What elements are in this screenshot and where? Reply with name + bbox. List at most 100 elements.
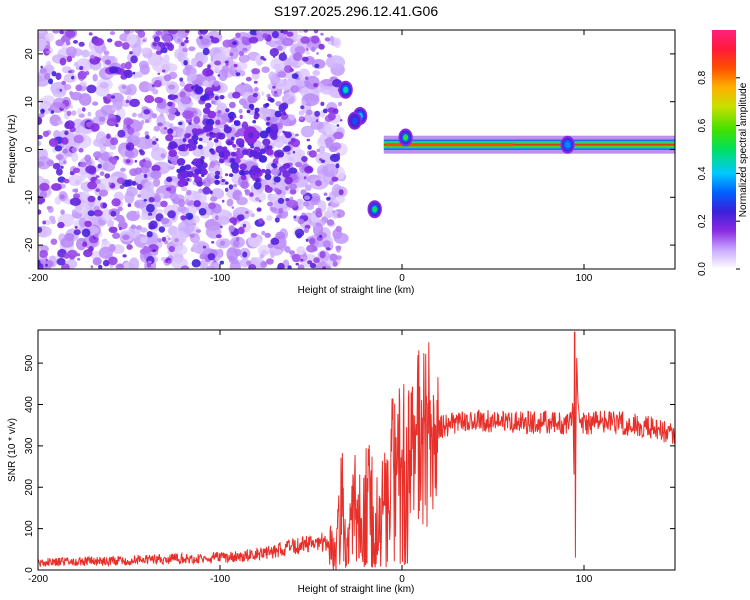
spectrogram-noise-blob: [56, 120, 64, 125]
spectrogram-noise-blob: [271, 163, 276, 167]
spectrogram-noise-blob: [165, 134, 174, 142]
spectrogram-noise-blob: [103, 50, 110, 56]
spectrogram-noise-blob: [122, 234, 130, 240]
spectrogram-noise-blob: [237, 226, 245, 235]
spectrogram-noise-blob: [152, 249, 156, 252]
spectrogram-noise-blob: [266, 258, 274, 265]
spectrogram-noise-blob: [90, 54, 95, 59]
spectrogram-noise-blob: [188, 147, 193, 152]
snr-series-line: [38, 331, 675, 570]
spectrogram-noise-blob: [248, 36, 259, 44]
spectrogram-noise-blob: [140, 227, 148, 233]
spectrogram-noise-blob: [118, 217, 126, 224]
spectrogram-noise-blob: [288, 250, 295, 255]
spectrogram-noise-blob: [137, 194, 142, 198]
spectrogram-noise-blob: [204, 123, 214, 132]
spectrogram-noise-blob: [235, 32, 241, 38]
spectrogram-noise-blob: [303, 176, 307, 180]
spectrogram-noise-blob: [253, 80, 258, 84]
spectrogram-noise-blob: [267, 201, 273, 207]
spectrogram-noise-blob: [300, 36, 311, 44]
spectrogram-noise-blob: [270, 168, 280, 176]
spectrogram-noise-blob: [241, 121, 249, 130]
spectrogram-noise-blob: [239, 114, 243, 119]
spectrogram-noise-blob: [126, 33, 137, 45]
spectrogram-noise-blob: [66, 55, 73, 63]
spectrogram-noise-blob: [191, 134, 199, 142]
spectrogram-noise-blob: [241, 36, 247, 41]
spectrogram-noise-blob: [180, 96, 192, 105]
spectrogram-noise-blob: [168, 237, 171, 241]
spectrogram-noise-blob: [251, 68, 260, 75]
spectrogram-noise-blob: [77, 108, 82, 115]
spectrogram-noise-blob: [266, 116, 271, 121]
spectrogram-noise-blob: [132, 71, 136, 75]
spectrogram-noise-blob: [244, 189, 249, 193]
spectrogram-noise-blob: [223, 155, 229, 160]
spectrogram-noise-blob: [143, 109, 151, 115]
spectrogram-noise-blob: [306, 109, 313, 116]
spectrogram-noise-blob: [248, 209, 253, 216]
spectrogram-noise-blob: [189, 233, 196, 238]
spectrogram-noise-blob: [108, 256, 118, 266]
spectrogram-noise-blob: [160, 217, 170, 225]
spectrogram-noise-blob: [40, 65, 43, 69]
spectrogram-noise-blob: [79, 80, 87, 87]
spectrogram-noise-blob: [126, 244, 133, 250]
spectrogram-noise-blob: [107, 38, 113, 43]
spectrogram-noise-blob: [194, 168, 201, 175]
spectrogram-noise-blob: [97, 195, 102, 201]
spectrogram-noise-blob: [276, 79, 288, 88]
spectrogram-noise-blob: [71, 152, 79, 162]
spectrogram-heatmap: [38, 30, 675, 269]
spectrogram-noise-blob: [76, 253, 81, 257]
spectrogram-noise-blob: [219, 95, 225, 100]
spectrogram-noise-blob: [335, 163, 340, 169]
spectrogram-noise-blob: [168, 84, 176, 90]
spectrogram-noise-blob: [201, 162, 208, 169]
snr-panel: -200 -100 0 100 0 100 200 300 400 500 Height of …: [7, 329, 676, 595]
spectrogram-noise-blob: [217, 74, 221, 77]
spectrogram-noise-blob: [102, 202, 107, 209]
spectrogram-noise-blob: [306, 48, 309, 51]
spectrogram-x-ticks: -200 -100 0 100: [28, 30, 593, 284]
spectrogram-noise-blob: [151, 164, 161, 172]
y-tick-label: 0: [24, 567, 35, 573]
spectrogram-noise-blob: [322, 266, 327, 269]
spectrogram-noise-blob: [319, 251, 326, 259]
spectrogram-noise-blob: [188, 122, 192, 125]
spectrogram-noise-blob: [284, 246, 291, 253]
spectrogram-noise-blob: [157, 72, 161, 76]
spectrogram-noise-blob: [239, 194, 243, 199]
spectrogram-noise-blob: [204, 87, 214, 96]
spectrogram-noise-blob: [93, 209, 103, 217]
spectrogram-noise-blob: [249, 264, 256, 269]
spectrogram-noise-blob: [262, 33, 268, 39]
spectrogram-noise-blob: [235, 72, 241, 76]
spectrogram-noise-blob: [38, 140, 42, 147]
spectrogram-noise-blob: [152, 136, 157, 142]
spectrogram-noise-blob: [82, 242, 88, 247]
spectrogram-noise-blob: [206, 132, 210, 137]
spectrogram-noise-blob: [228, 255, 235, 262]
x-tick-label: -100: [210, 574, 230, 585]
spectrogram-noise-blob: [209, 161, 216, 169]
spectrogram-noise-blob: [319, 134, 326, 139]
spectrogram-noise-blob: [301, 212, 306, 216]
spectrogram-noise-blob: [236, 196, 248, 206]
spectrogram-noise-blob: [140, 47, 150, 55]
spectrogram-noise-blob: [169, 123, 174, 130]
spectrogram-noise-blob: [289, 68, 294, 72]
spectrogram-noise-blob: [274, 217, 280, 223]
spectrogram-noise-blob: [135, 201, 141, 208]
spectrogram-noise-blob: [185, 30, 190, 34]
spectrogram-noise-blob: [168, 141, 178, 150]
spectrogram-noise-blob: [275, 231, 286, 240]
spectrogram-noise-blob: [136, 210, 140, 215]
spectrogram-noise-blob: [310, 120, 324, 130]
spectrogram-noise-blob: [303, 201, 310, 207]
spectrogram-noise-blob: [174, 238, 179, 243]
spectrogram-noise-blob: [148, 196, 155, 203]
spectrogram-noise-blob: [270, 57, 286, 71]
spectrogram-noise-blob: [92, 257, 102, 266]
